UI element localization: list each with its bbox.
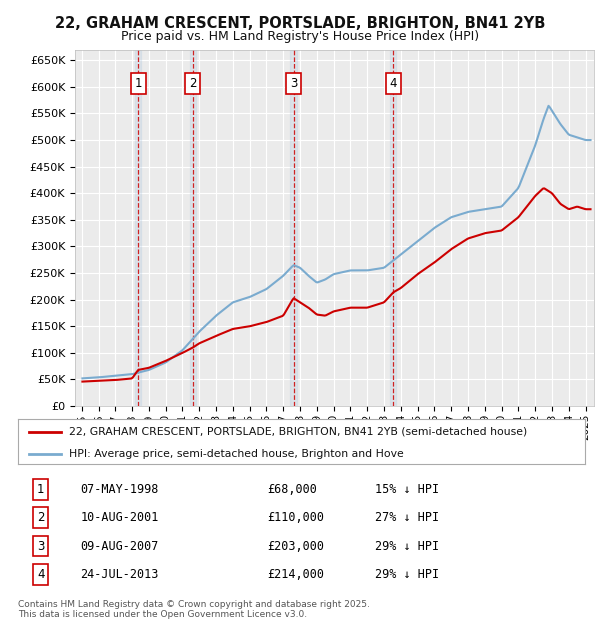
Text: 3: 3 [37,539,44,552]
Text: £110,000: £110,000 [268,512,325,525]
Text: 07-MAY-1998: 07-MAY-1998 [80,483,159,496]
Text: Price paid vs. HM Land Registry's House Price Index (HPI): Price paid vs. HM Land Registry's House … [121,30,479,43]
Text: Contains HM Land Registry data © Crown copyright and database right 2025.: Contains HM Land Registry data © Crown c… [18,600,370,609]
Text: 1: 1 [37,483,44,496]
Text: HPI: Average price, semi-detached house, Brighton and Hove: HPI: Average price, semi-detached house,… [69,449,404,459]
Text: 15% ↓ HPI: 15% ↓ HPI [375,483,439,496]
Text: 24-JUL-2013: 24-JUL-2013 [80,568,159,581]
Text: 2: 2 [189,77,196,90]
Text: 22, GRAHAM CRESCENT, PORTSLADE, BRIGHTON, BN41 2YB: 22, GRAHAM CRESCENT, PORTSLADE, BRIGHTON… [55,16,545,30]
Bar [391,50,397,406]
Text: 22, GRAHAM CRESCENT, PORTSLADE, BRIGHTON, BN41 2YB (semi-detached house): 22, GRAHAM CRESCENT, PORTSLADE, BRIGHTON… [69,427,527,436]
Text: 10-AUG-2001: 10-AUG-2001 [80,512,159,525]
Text: 29% ↓ HPI: 29% ↓ HPI [375,539,439,552]
Text: £214,000: £214,000 [268,568,325,581]
Text: 1: 1 [134,77,142,90]
Text: 4: 4 [390,77,397,90]
Text: 27% ↓ HPI: 27% ↓ HPI [375,512,439,525]
Text: 3: 3 [290,77,297,90]
Text: £203,000: £203,000 [268,539,325,552]
Bar [290,50,296,406]
Text: 09-AUG-2007: 09-AUG-2007 [80,539,159,552]
Bar [190,50,196,406]
Text: 29% ↓ HPI: 29% ↓ HPI [375,568,439,581]
Text: 4: 4 [37,568,44,581]
Text: 2: 2 [37,512,44,525]
Bar [135,50,141,406]
Text: This data is licensed under the Open Government Licence v3.0.: This data is licensed under the Open Gov… [18,610,307,619]
Text: £68,000: £68,000 [268,483,317,496]
